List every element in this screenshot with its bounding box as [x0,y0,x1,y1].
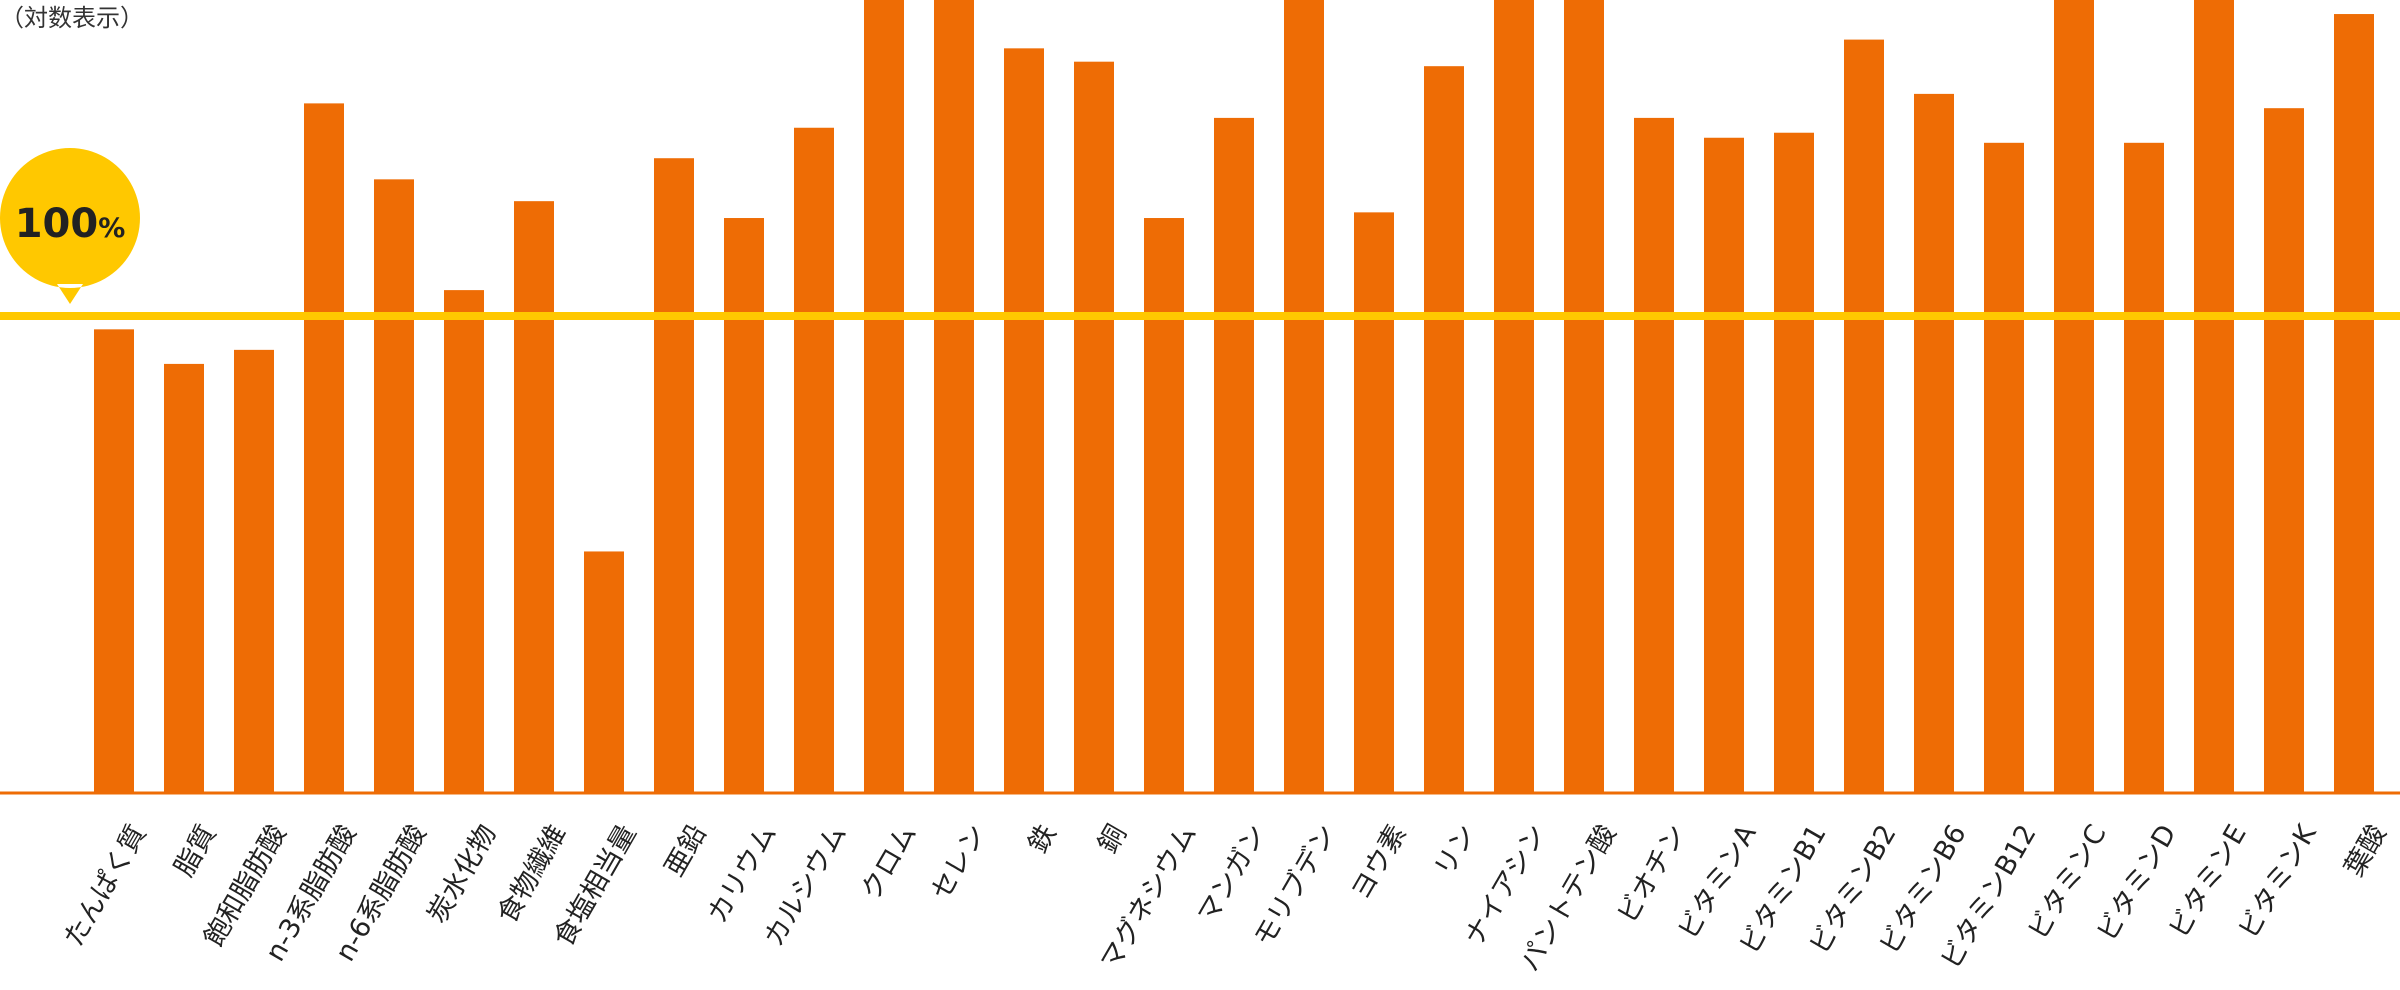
category-label-13: セレン [925,820,992,906]
bar-26 [1844,39,1884,793]
category-label-17: マンガン [1192,820,1273,929]
reference-badge-unit: % [98,213,125,244]
category-labels: たんぱく質 脂質飽和脂肪酸n-3系脂肪酸n-6系脂肪酸炭水化物食物繊維食塩相当量亜… [58,818,2392,976]
bar-20 [1424,66,1464,794]
bar-16 [1144,218,1184,793]
bar-5 [374,179,414,793]
bar-33 [2334,14,2374,794]
category-label-14: 鉄 [1022,820,1062,859]
bar-8 [584,551,624,793]
reference-badge: 100% [0,148,140,304]
category-label-9: 亜鉛 [659,820,713,882]
bar-17 [1214,117,1254,793]
category-label-19: ヨウ素 [1345,820,1412,906]
bar-15 [1074,61,1114,793]
category-label-33: 葉酸 [2339,820,2393,882]
bar-18 [1284,0,1324,793]
log-scale-note: （対数表示） [0,4,144,32]
bar-22 [1564,0,1604,793]
bar-11 [794,127,834,794]
category-label-2: 脂質 [169,820,223,882]
category-label-10: カリウム [702,820,783,929]
bar-23 [1634,117,1674,793]
bar-31 [2194,0,2234,793]
bar-27 [1914,93,1954,794]
category-label-15: 銅 [1092,820,1132,859]
bar-21 [1494,0,1534,793]
category-label-7: 食物繊維 [492,820,573,929]
bar-12 [864,0,904,793]
bar-series [94,0,2374,794]
category-label-12: クロム [855,820,922,906]
bar-9 [654,158,694,794]
reference-badge-value: 100 [15,201,99,247]
bar-10 [724,218,764,793]
category-label-6: 炭水化物 [422,820,503,929]
bar-14 [1004,48,1044,793]
bar-30 [2124,142,2164,794]
bar-19 [1354,212,1394,793]
bar-29 [2054,0,2094,793]
bar-1 [94,329,134,793]
category-label-1: たんぱく質 [58,820,152,952]
reference-badge-label: 100% [15,201,126,247]
bar-25 [1774,132,1814,793]
reference-badge-bubble [0,148,140,304]
bar-3 [234,349,274,793]
bar-6 [444,290,484,793]
bar-7 [514,201,554,793]
bar-32 [2264,108,2304,793]
bar-2 [164,363,204,793]
bar-24 [1704,137,1744,794]
bar-28 [1984,142,2024,794]
bar-13 [934,0,974,793]
bar-4 [304,103,344,793]
category-label-20: リン [1429,820,1483,882]
category-label-23: ビオチン [1612,820,1693,929]
